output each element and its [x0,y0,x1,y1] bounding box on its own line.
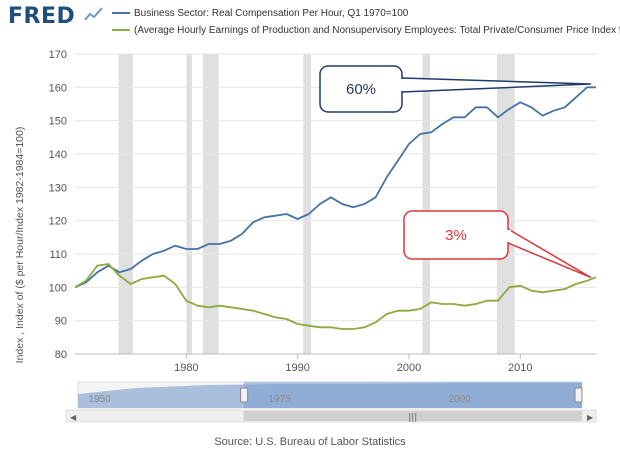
recession-band-3 [303,54,312,354]
recession-bands [118,54,515,354]
y-tick-label: 110 [49,249,67,261]
callout-pointer [507,228,592,279]
navigator-selected-range [243,382,582,408]
callout-3pct: 3% [403,210,592,279]
y-tick-label: 80 [55,349,67,361]
legend-label-series1: Business Sector: Real Compensation Per H… [134,8,409,19]
y-tick-label: 100 [49,282,67,294]
navigator-year-label: 2000 [448,394,471,405]
y-tick-label: 150 [49,116,67,128]
y-tick-label: 120 [49,216,67,228]
x-tick-label: 1980 [174,362,198,374]
y-axis-label: Index , Index of ($ per Hour/Index 1982-… [14,127,26,364]
x-tick-label: 1990 [285,362,309,374]
scroll-left-arrow-icon[interactable]: ◀ [70,413,77,422]
callout-pointer [401,77,592,93]
navigator-year-label: 1950 [88,394,111,405]
chart-svg: 80 90 100 110 120 130 140 150 160 170 1980 1990 200… [14,49,597,423]
callout-text: 3% [445,227,467,244]
series-line-1 [74,86,596,289]
legend-swatch-series1 [112,12,130,15]
scrollbar-thumb[interactable] [243,411,582,421]
navigator-right-handle[interactable] [574,387,583,403]
y-tick-label: 130 [49,182,67,194]
fred-logo[interactable]: FRED [8,4,76,29]
y-tick-label: 90 [55,316,67,328]
source-note: Source: U.S. Bureau of Labor Statistics [214,436,406,448]
navigator-left-handle[interactable] [240,387,249,403]
scrollbar-grip-icon: ||| [408,413,417,423]
chart-header: FRED Business Sector: Real Compensation … [0,0,620,48]
range-navigator[interactable]: 1950 1975 2000 ||| ◀ ▶ [65,381,597,423]
recession-band-1 [186,54,192,354]
scroll-right-arrow-icon[interactable]: ▶ [587,413,594,422]
x-tick-label: 2010 [508,362,532,374]
y-axis: 80 90 100 110 120 130 140 150 160 170 [49,49,67,361]
recession-band-2 [203,54,219,354]
legend-swatch-series2 [112,29,130,32]
legend-label-series2: (Average Hourly Earnings of Production a… [134,25,620,36]
fred-logo-graph-icon [84,7,103,21]
series-line-2 [74,263,597,330]
series-lines [74,86,597,330]
legend-item-series1[interactable]: Business Sector: Real Compensation Per H… [112,8,408,19]
callout-60pct: 60% [319,65,592,113]
y-tick-label: 170 [49,49,67,61]
callout-joint [505,230,511,242]
legend-item-series2[interactable]: (Average Hourly Earnings of Production a… [112,25,620,36]
y-tick-label: 140 [49,149,67,161]
y-tick-label: 160 [49,82,67,94]
annotations: 60% 3% [319,65,592,279]
recession-band-4 [422,54,431,354]
recession-band-0 [118,54,133,354]
recession-band-5 [496,54,515,354]
callout-joint [399,79,405,91]
navigator-year-label: 1975 [268,394,291,405]
callout-text: 60% [346,81,376,98]
x-tick-label: 2000 [397,362,421,374]
x-axis: 1980 1990 2000 2010 [75,353,596,374]
